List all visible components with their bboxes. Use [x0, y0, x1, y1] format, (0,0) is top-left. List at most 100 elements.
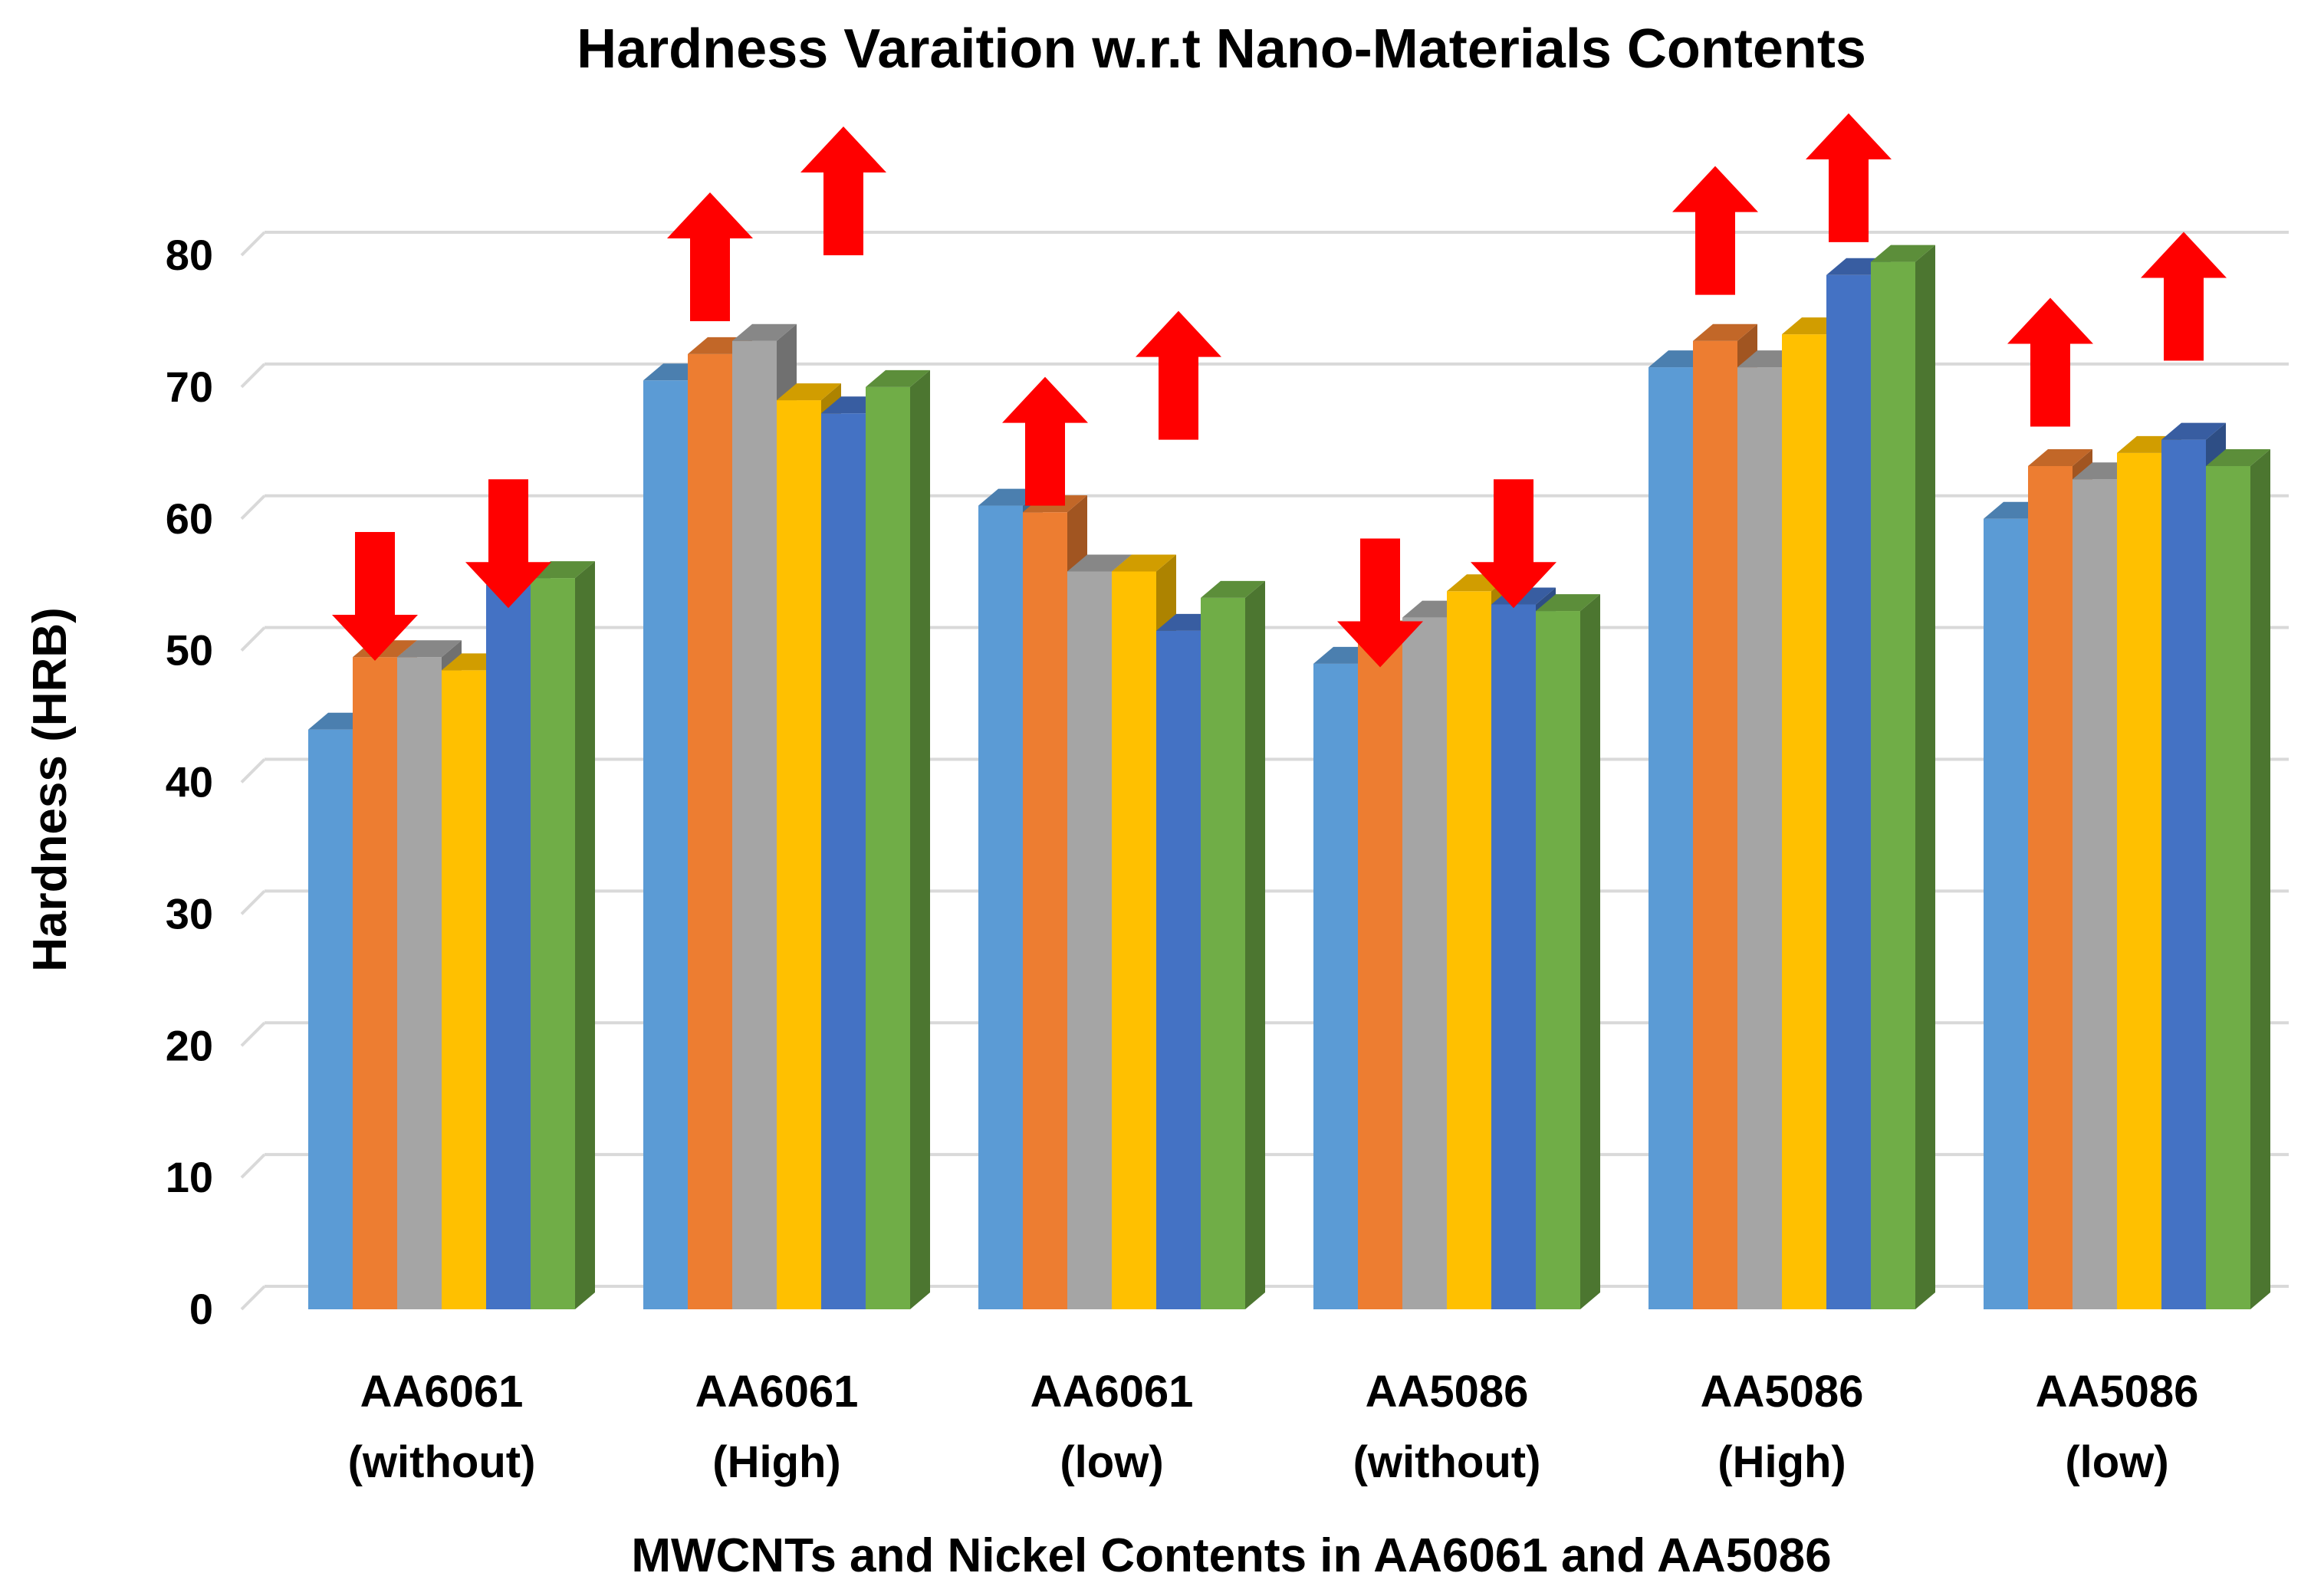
bar	[1826, 274, 1871, 1309]
bar	[1313, 663, 1358, 1309]
bar	[1067, 571, 1112, 1309]
bar	[442, 670, 486, 1309]
trend-arrows	[332, 113, 2227, 668]
bar	[1201, 597, 1245, 1309]
bar-top	[1693, 323, 1757, 341]
bar	[1491, 604, 1536, 1309]
bar-group	[1984, 422, 2270, 1309]
bar-top	[1201, 580, 1265, 598]
arrow-up-icon	[1136, 310, 1221, 440]
bar	[978, 505, 1023, 1309]
bar	[1871, 261, 1915, 1309]
bar	[1693, 340, 1737, 1309]
arrow-down-icon	[465, 479, 551, 609]
bar	[2117, 452, 2161, 1309]
bar	[1737, 367, 1782, 1309]
bar	[1156, 630, 1201, 1309]
bar	[1023, 512, 1067, 1309]
category-label: AA6061 (low)	[1031, 1367, 1194, 1487]
arrow-down-icon	[1337, 538, 1423, 668]
arrow-up-icon	[1002, 376, 1088, 506]
bar-top	[397, 640, 462, 658]
gridline-slant	[240, 363, 266, 389]
bar-top	[732, 323, 797, 341]
bar-side	[1915, 245, 1935, 1309]
bar	[2073, 479, 2117, 1309]
arrow-up-icon	[1806, 113, 1892, 242]
gridlines	[240, 231, 2289, 1311]
bar-side	[575, 561, 595, 1309]
bar-group	[1313, 574, 1600, 1309]
bar	[866, 386, 910, 1309]
arrow-up-icon	[800, 126, 886, 255]
bar-group	[978, 488, 1265, 1309]
bar-series	[308, 245, 2270, 1309]
gridline-slant	[240, 1021, 266, 1047]
bar	[2028, 466, 2073, 1309]
y-tick-labels: 0 10 20 30 40 50 60 70 80	[166, 231, 213, 1333]
category-label: AA5086 (without)	[1353, 1367, 1541, 1487]
x-axis-title: MWCNTs and Nickel Contents in AA6061 and…	[631, 1529, 1831, 1582]
bar-group	[308, 561, 595, 1309]
y-tick-label: 70	[166, 363, 213, 411]
y-tick-label: 60	[166, 494, 213, 543]
bar-side	[910, 369, 930, 1309]
bar	[643, 380, 688, 1309]
bar	[821, 413, 866, 1309]
bar-top	[2206, 449, 2270, 466]
bar	[688, 353, 732, 1309]
bar	[397, 657, 442, 1309]
bar	[1648, 367, 1693, 1309]
bar-top	[2028, 449, 2092, 466]
bar	[1782, 334, 1826, 1309]
bar	[2206, 466, 2250, 1309]
y-axis-title: Hardness (HRB)	[24, 607, 77, 971]
y-tick-label: 80	[166, 231, 213, 279]
bar-side	[1245, 580, 1265, 1309]
arrow-up-icon	[1672, 166, 1758, 295]
arrow-down-icon	[1471, 479, 1556, 609]
bar	[308, 729, 353, 1309]
bar	[353, 657, 397, 1309]
bar-side	[1580, 594, 1600, 1309]
y-tick-label: 50	[166, 626, 213, 675]
gridline-slant	[240, 231, 266, 257]
bar-group	[643, 323, 930, 1309]
bar-top	[1112, 554, 1176, 572]
bar	[1536, 611, 1580, 1309]
y-tick-label: 40	[166, 758, 213, 806]
gridline-slant	[240, 889, 266, 915]
category-labels: AA6061 (without) AA6061 (High) AA6061 (low) AA…	[348, 1367, 2199, 1487]
bar-top	[777, 383, 841, 401]
y-tick-label: 20	[166, 1021, 213, 1069]
arrow-up-icon	[2007, 297, 2093, 427]
arrow-up-icon	[2141, 232, 2227, 361]
bar-top	[1871, 245, 1935, 262]
bar	[732, 340, 777, 1309]
bar	[777, 400, 821, 1309]
bar-top	[866, 369, 930, 387]
gridline-slant	[240, 1153, 266, 1179]
gridline-slant	[240, 494, 266, 521]
bar	[531, 578, 575, 1309]
arrow-up-icon	[667, 192, 753, 321]
bar	[1984, 518, 2028, 1309]
bar	[1358, 637, 1402, 1309]
bar-side	[2250, 449, 2270, 1309]
arrow-down-icon	[332, 531, 418, 661]
bar	[1402, 617, 1447, 1309]
gridline-slant	[240, 1285, 266, 1311]
chart-title: Hardness Varaition w.r.t Nano-Materials …	[577, 18, 1866, 80]
bar	[1447, 591, 1491, 1309]
bar-top	[1067, 554, 1132, 572]
y-tick-label: 10	[166, 1153, 213, 1201]
bar	[2161, 439, 2206, 1309]
bar	[1112, 571, 1156, 1309]
category-label: AA6061 (without)	[348, 1367, 536, 1487]
gridline-slant	[240, 626, 266, 652]
bar-top	[1536, 594, 1600, 612]
bar-group	[1648, 245, 1935, 1309]
bar	[486, 584, 531, 1309]
y-tick-label: 30	[166, 889, 213, 938]
